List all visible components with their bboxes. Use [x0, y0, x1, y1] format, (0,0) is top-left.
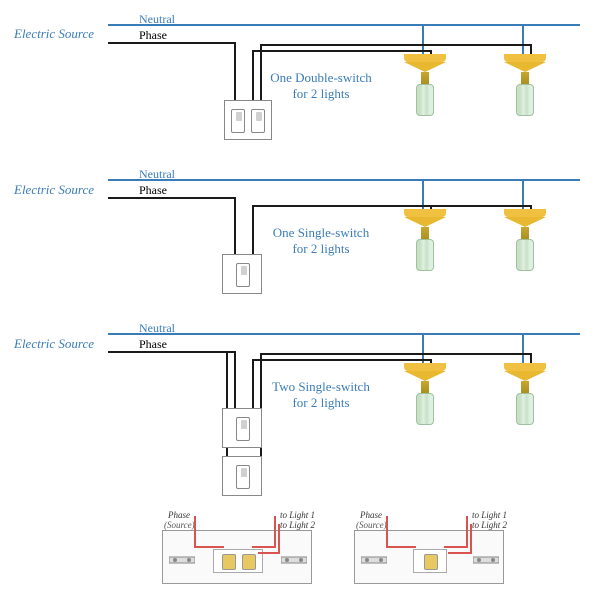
phase-wire-1b: [234, 42, 236, 100]
red-r-out1-h: [444, 546, 468, 548]
phase-wire-1a: [108, 42, 236, 44]
desc-1: One Double-switch for 2 lights: [256, 70, 386, 101]
single-switch-3b: [222, 456, 262, 496]
switched-3b-h: [260, 353, 532, 355]
phase-label-2: Phase: [139, 183, 167, 198]
footer-r-to2: to Light 2: [472, 520, 507, 530]
toggle-1a: [231, 109, 245, 133]
switched-1b-h: [260, 44, 532, 46]
clamp-right-r: [473, 553, 499, 567]
neutral-drop-3b: [522, 333, 524, 363]
footer-single-switch: [413, 549, 447, 573]
footer-r-to1: to Light 1: [472, 510, 507, 520]
switched-3b-drop: [530, 353, 532, 363]
switched-1a-v: [252, 50, 254, 100]
phase-wire-2: [108, 197, 236, 199]
lamp-2b: [504, 209, 546, 271]
double-switch-1: [224, 100, 272, 140]
single-switch-3a: [222, 408, 262, 448]
single-switch-2: [222, 254, 262, 294]
footer-box-right: [354, 530, 504, 584]
wiring-diagram: Electric Source Neutral Phase One Double…: [0, 0, 600, 600]
switched-2-v: [252, 205, 254, 255]
clamp-left-l: [169, 553, 195, 567]
footer-l-to2: to Light 2: [280, 520, 315, 530]
phase-wire-3: [108, 351, 236, 353]
terminal-l: [222, 554, 236, 570]
toggle-2: [236, 263, 250, 287]
footer-box-left: [162, 530, 312, 584]
desc-3: Two Single-switch for 2 lights: [256, 379, 386, 410]
phase-label-3: Phase: [139, 337, 167, 352]
source-label-3: Electric Source: [14, 336, 94, 352]
toggle-3a: [236, 417, 250, 441]
clamp-left-r: [281, 553, 307, 567]
red-l-in-h: [194, 546, 224, 548]
terminal-single: [424, 554, 438, 570]
red-l-out2-h: [258, 552, 280, 554]
neutral-drop-1b: [522, 24, 524, 54]
lamp-2a: [404, 209, 446, 271]
neutral-wire-1: [108, 24, 580, 26]
toggle-1b: [251, 109, 265, 133]
red-r-out2-h: [448, 552, 472, 554]
red-r-out1-v: [466, 516, 468, 548]
footer-l-to1: to Light 1: [280, 510, 315, 520]
footer-r-phase: Phase: [360, 510, 382, 520]
red-l-out1-v: [274, 516, 276, 548]
red-l-out1-h: [252, 546, 276, 548]
neutral-wire-3: [108, 333, 580, 335]
phase-drop-2: [234, 197, 236, 255]
switched-2-h: [252, 205, 532, 207]
switched-3a-v: [252, 359, 254, 409]
red-r-in-v: [386, 516, 388, 548]
red-r-in-h: [386, 546, 416, 548]
red-r-out2-v: [470, 524, 472, 554]
lamp-1a: [404, 54, 446, 116]
clamp-right-l: [361, 553, 387, 567]
source-label-2: Electric Source: [14, 182, 94, 198]
lamp-1b: [504, 54, 546, 116]
desc-2: One Single-switch for 2 lights: [256, 225, 386, 256]
source-label-1: Electric Source: [14, 26, 94, 42]
toggle-3b: [236, 465, 250, 489]
switched-1b-drop: [530, 44, 532, 54]
phase-label-1: Phase: [139, 28, 167, 43]
switched-1a-h: [252, 50, 432, 52]
lamp-3b: [504, 363, 546, 425]
red-l-in-v: [194, 516, 196, 548]
phase-drop-3a: [234, 351, 236, 409]
neutral-wire-2: [108, 179, 580, 181]
lamp-3a: [404, 363, 446, 425]
footer-l-source: (Source): [164, 520, 195, 530]
footer-l-phase: Phase: [168, 510, 190, 520]
switched-3a-h: [252, 359, 432, 361]
red-l-out2-v: [278, 524, 280, 554]
terminal-r: [242, 554, 256, 570]
footer-r-source: (Source): [356, 520, 387, 530]
footer-double-switch: [213, 549, 263, 573]
